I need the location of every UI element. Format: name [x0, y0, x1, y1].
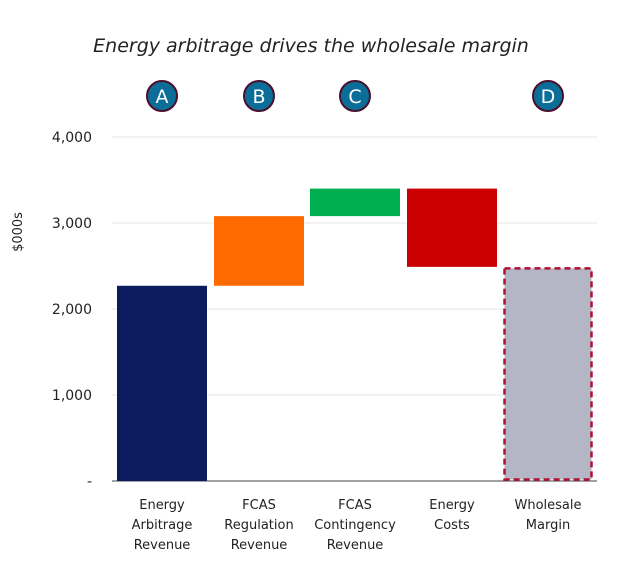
- badge-d: D: [532, 80, 564, 112]
- badge-letter: D: [541, 86, 556, 108]
- badge-circle: [532, 80, 564, 112]
- category-label: Energy Arbitrage Revenue: [132, 498, 193, 553]
- category-label-line: Arbitrage: [132, 518, 193, 533]
- category-label-line: FCAS: [242, 498, 276, 513]
- bar-decrease: [407, 188, 497, 267]
- category-label-line: Costs: [434, 518, 470, 533]
- bar-increase: [214, 216, 304, 286]
- category-label-line: Margin: [526, 518, 570, 533]
- badge-letter: B: [252, 86, 265, 108]
- y-tick-label: 4,000: [52, 130, 92, 146]
- category-label: Wholesale Margin: [514, 498, 581, 533]
- bar-result: [503, 267, 593, 481]
- bar-increase: [310, 188, 400, 217]
- category-label-line: Revenue: [327, 538, 384, 553]
- badge-letter: C: [348, 86, 361, 108]
- badge-b: B: [243, 80, 275, 112]
- bar-total: [117, 285, 207, 481]
- y-tick-labels: - 1,000 2,000 3,000 4,000: [52, 130, 92, 490]
- category-label-line: Regulation: [224, 518, 293, 533]
- category-label-line: Energy: [139, 498, 185, 513]
- badge-circle: [243, 80, 275, 112]
- y-tick-label: 2,000: [52, 302, 92, 318]
- y-axis-label: $000s: [11, 212, 26, 252]
- category-label: FCAS Contingency Revenue: [314, 498, 396, 553]
- chart-title: Energy arbitrage drives the wholesale ma…: [93, 35, 529, 57]
- category-label: Energy Costs: [429, 498, 475, 533]
- category-label-line: Revenue: [231, 538, 288, 553]
- badge-c: C: [339, 80, 371, 112]
- badge-circle: [339, 80, 371, 112]
- y-tick-label: 3,000: [52, 216, 92, 232]
- badge-letter: A: [156, 86, 169, 108]
- y-tick-label: 1,000: [52, 388, 92, 404]
- badges: A B C D: [146, 80, 564, 112]
- category-label-line: Energy: [429, 498, 475, 513]
- category-label-line: Wholesale: [514, 498, 581, 513]
- category-label-line: Contingency: [314, 518, 396, 533]
- category-label: FCAS Regulation Revenue: [224, 498, 293, 553]
- bars: [117, 188, 593, 481]
- category-label-line: Revenue: [134, 538, 191, 553]
- y-tick-label: -: [87, 474, 92, 490]
- badge-a: A: [146, 80, 178, 112]
- badge-circle: [146, 80, 178, 112]
- category-label-line: FCAS: [338, 498, 372, 513]
- category-labels: Energy Arbitrage Revenue FCAS Regulation Reve…: [132, 498, 582, 553]
